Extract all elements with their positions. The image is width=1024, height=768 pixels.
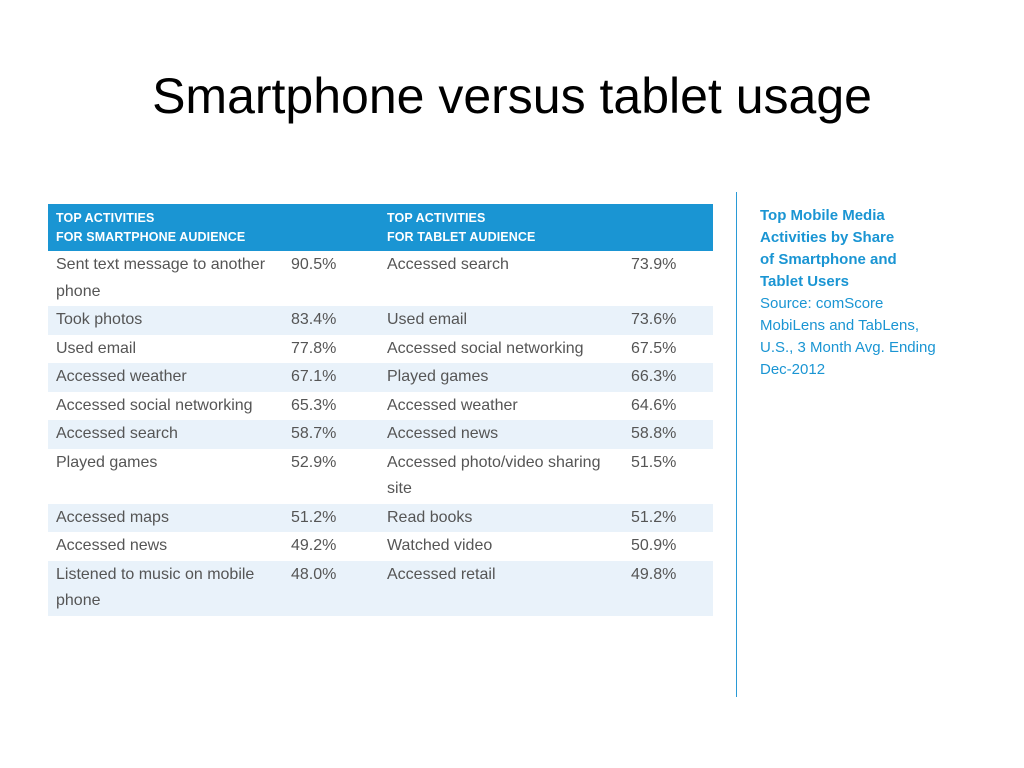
tablet-activity-cell: Played games (379, 363, 615, 392)
tablet-share-cell: 49.8% (615, 560, 713, 616)
tablet-share-cell: 66.3% (615, 363, 713, 392)
table-row: Sent text message to another phone 90.5% A… (48, 251, 713, 306)
table-body: Sent text message to another phone 90.5% A… (48, 251, 713, 616)
smartphone-activity-cell: Took photos (48, 306, 275, 335)
smartphone-activity-cell: Used email (56, 339, 137, 357)
tablet-activity-cell: Read books (379, 503, 615, 532)
smartphone-activity-cell: Listened to music on mobile phone (48, 560, 275, 616)
activities-table-container: TOP ACTIVITIES FOR SMARTPHONE AUDIENCE T… (48, 204, 713, 616)
tablet-header: TOP ACTIVITIES FOR TABLET AUDIENCE (379, 204, 615, 251)
smartphone-share-cell: 65.3% (291, 396, 337, 414)
caption-title: Top Mobile Media Activities by Share of … (760, 207, 897, 290)
smartphone-value-header (275, 204, 379, 251)
smartphone-header: TOP ACTIVITIES FOR SMARTPHONE AUDIENCE (48, 204, 275, 251)
tablet-share-cell: 67.5% (631, 339, 677, 357)
tablet-activity-cell: Accessed retail (379, 560, 615, 616)
smartphone-activity-cell: Sent text message to another phone (56, 256, 266, 300)
smartphone-activity-cell: Accessed news (56, 537, 168, 554)
smartphone-activity-cell: Accessed maps (48, 503, 275, 532)
smartphone-activity-cell: Accessed social networking (56, 396, 253, 414)
table-row: Accessed maps 51.2% Read books 51.2% (48, 503, 713, 532)
caption: Top Mobile Media Activities by Share of … (760, 205, 1000, 381)
tablet-activity-cell: Watched video (387, 537, 493, 554)
table-row: Accessed news 49.2% Watched video 50.9% (48, 532, 713, 561)
table-row: Used email 77.8% Accessed social networkin… (48, 335, 713, 364)
tablet-activity-cell: Accessed search (387, 256, 509, 273)
table-row: Accessed search 58.7% Accessed news 58.8% (48, 420, 713, 449)
tablet-share-cell: 58.8% (615, 420, 713, 449)
caption-source: Source: comScore MobiLens and TabLens, U… (760, 295, 936, 378)
vertical-divider (736, 192, 737, 697)
tablet-activity-cell: Accessed news (379, 420, 615, 449)
smartphone-share-cell: 48.0% (275, 560, 379, 616)
smartphone-activity-cell: Accessed weather (48, 363, 275, 392)
tablet-share-cell: 64.6% (631, 396, 677, 414)
tablet-share-cell: 51.5% (631, 453, 677, 471)
smartphone-activity-cell: Played games (56, 453, 158, 471)
table-header-row: TOP ACTIVITIES FOR SMARTPHONE AUDIENCE T… (48, 204, 713, 251)
tablet-activity-cell: Accessed weather (387, 396, 518, 414)
smartphone-share-cell: 58.7% (275, 420, 379, 449)
table-row: Accessed weather 67.1% Played games 66.3% (48, 363, 713, 392)
tablet-share-cell: 50.9% (631, 537, 677, 554)
smartphone-share-cell: 77.8% (291, 339, 337, 357)
table-row: Accessed social networking 65.3% Accessed … (48, 392, 713, 421)
table-row: Took photos 83.4% Used email 73.6% (48, 306, 713, 335)
tablet-share-cell: 51.2% (615, 503, 713, 532)
smartphone-share-cell: 67.1% (275, 363, 379, 392)
tablet-value-header (615, 204, 713, 251)
smartphone-share-cell: 49.2% (291, 537, 337, 554)
smartphone-share-cell: 83.4% (275, 306, 379, 335)
smartphone-share-cell: 52.9% (291, 453, 337, 471)
table-row: Played games 52.9% Accessed photo/video sh… (48, 449, 713, 504)
tablet-share-cell: 73.6% (615, 306, 713, 335)
activities-table: TOP ACTIVITIES FOR SMARTPHONE AUDIENCE T… (48, 204, 713, 616)
tablet-activity-cell: Accessed photo/video sharing site (387, 453, 601, 498)
tablet-share-cell: 73.9% (631, 256, 677, 273)
tablet-activity-cell: Used email (379, 306, 615, 335)
slide-title: Smartphone versus tablet usage (152, 68, 872, 124)
smartphone-share-cell: 90.5% (291, 256, 337, 273)
smartphone-activity-cell: Accessed search (48, 420, 275, 449)
table-row: Listened to music on mobile phone 48.0% Ac… (48, 560, 713, 616)
smartphone-share-cell: 51.2% (275, 503, 379, 532)
tablet-activity-cell: Accessed social networking (387, 339, 584, 357)
